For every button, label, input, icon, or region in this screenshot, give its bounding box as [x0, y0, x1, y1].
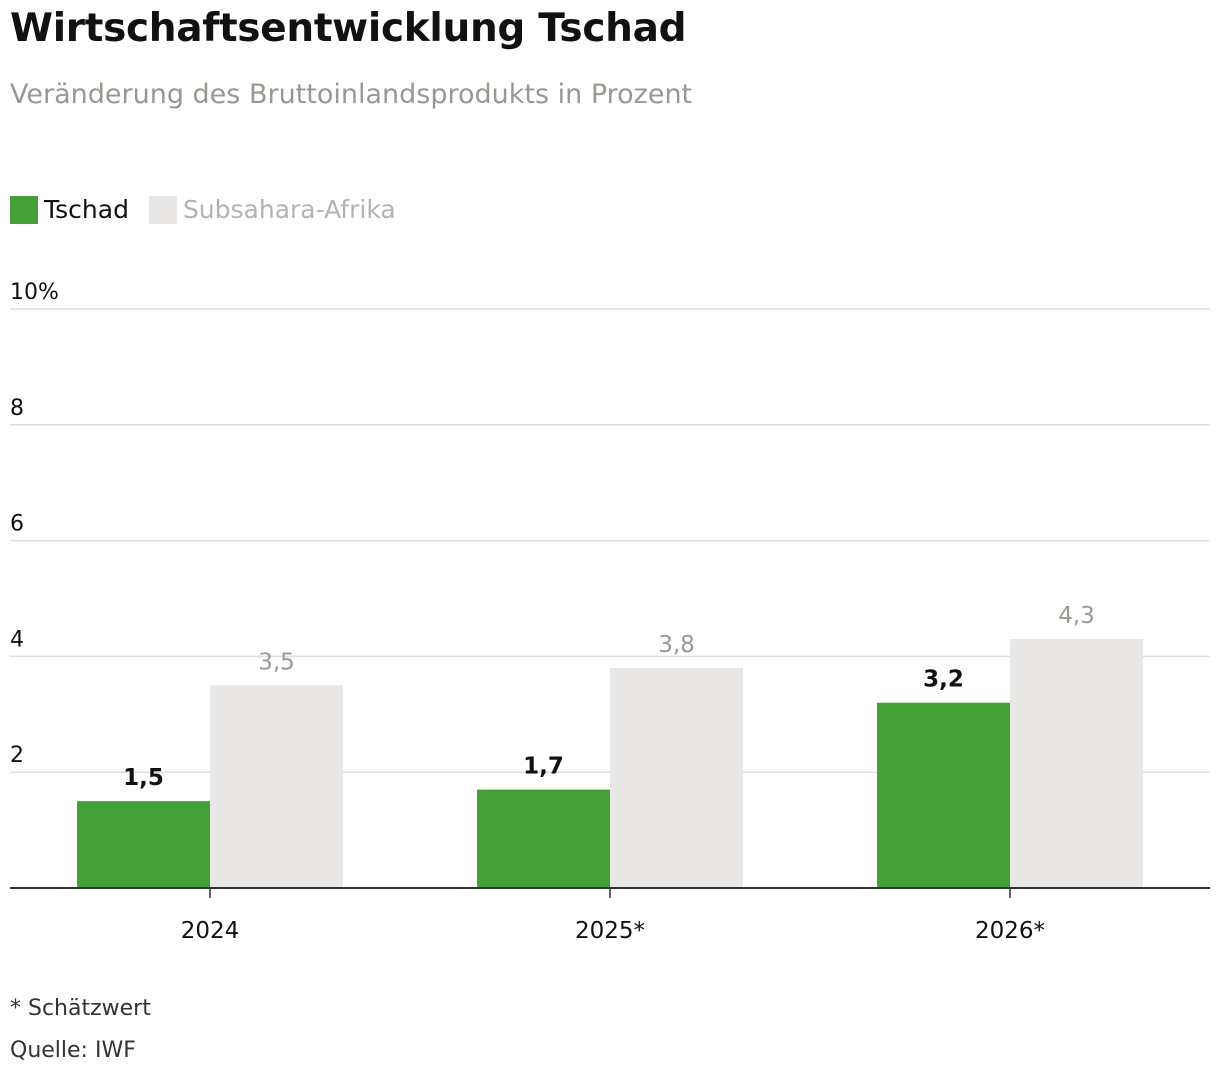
data-label-tschad-0: 1,5 [123, 765, 164, 791]
x-tick-label: 2026* [975, 918, 1045, 944]
data-label-subsahara-1: 3,8 [658, 632, 695, 658]
bar-subsahara-2 [1010, 639, 1143, 888]
footnote: * Schätzwert [10, 996, 151, 1021]
y-tick-label: 10% [10, 280, 59, 305]
y-tick-label: 6 [10, 512, 24, 537]
bar-subsahara-0 [210, 685, 343, 888]
legend-swatch-subsahara [148, 195, 177, 224]
legend-swatch-tschad [10, 195, 38, 224]
data-label-tschad-2: 3,2 [923, 667, 964, 693]
chart-subtitle: Veränderung des Bruttoinlandsprodukts in… [10, 79, 693, 110]
x-tick-label: 2025* [575, 918, 645, 944]
legend-label-tschad: Tschad [44, 195, 129, 224]
data-label-tschad-1: 1,7 [523, 754, 564, 780]
legend-label-subsahara: Subsahara-Afrika [182, 195, 396, 224]
source-note: Quelle: IWF [10, 1038, 136, 1063]
legend-item-subsahara: Subsahara-Afrika [148, 195, 396, 224]
data-label-subsahara-0: 3,5 [258, 649, 295, 675]
legend-item-tschad: Tschad [10, 195, 129, 224]
bar-subsahara-1 [610, 667, 743, 888]
legend: Tschad Subsahara-Afrika [10, 195, 416, 224]
y-tick-label: 4 [10, 627, 24, 652]
y-tick-label: 2 [10, 743, 24, 768]
bar-tschad-0 [77, 801, 210, 888]
data-label-subsahara-2: 4,3 [1058, 603, 1095, 629]
y-tick-label: 8 [10, 396, 24, 421]
bar-tschad-1 [477, 789, 610, 888]
chart-title: Wirtschaftsentwicklung Tschad [10, 6, 687, 51]
x-tick-label: 2024 [181, 918, 240, 944]
bar-tschad-2 [877, 702, 1010, 888]
